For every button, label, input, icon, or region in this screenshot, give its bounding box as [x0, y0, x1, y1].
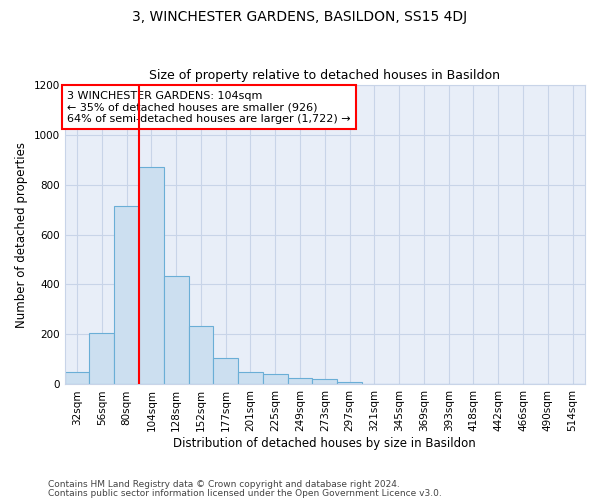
- Text: 3, WINCHESTER GARDENS, BASILDON, SS15 4DJ: 3, WINCHESTER GARDENS, BASILDON, SS15 4D…: [133, 10, 467, 24]
- Bar: [139, 167, 164, 384]
- Bar: [188, 326, 214, 384]
- Text: Contains public sector information licensed under the Open Government Licence v3: Contains public sector information licen…: [48, 488, 442, 498]
- Bar: [214, 358, 238, 384]
- Y-axis label: Number of detached properties: Number of detached properties: [15, 142, 28, 328]
- Text: 3 WINCHESTER GARDENS: 104sqm
← 35% of detached houses are smaller (926)
64% of s: 3 WINCHESTER GARDENS: 104sqm ← 35% of de…: [67, 90, 351, 124]
- Bar: [238, 372, 263, 384]
- Title: Size of property relative to detached houses in Basildon: Size of property relative to detached ho…: [149, 69, 500, 82]
- Bar: [164, 276, 188, 384]
- Bar: [313, 380, 337, 384]
- Bar: [89, 333, 114, 384]
- Text: Contains HM Land Registry data © Crown copyright and database right 2024.: Contains HM Land Registry data © Crown c…: [48, 480, 400, 489]
- Bar: [114, 206, 139, 384]
- Bar: [287, 378, 313, 384]
- Bar: [65, 372, 89, 384]
- X-axis label: Distribution of detached houses by size in Basildon: Distribution of detached houses by size …: [173, 437, 476, 450]
- Bar: [337, 382, 362, 384]
- Bar: [263, 374, 287, 384]
